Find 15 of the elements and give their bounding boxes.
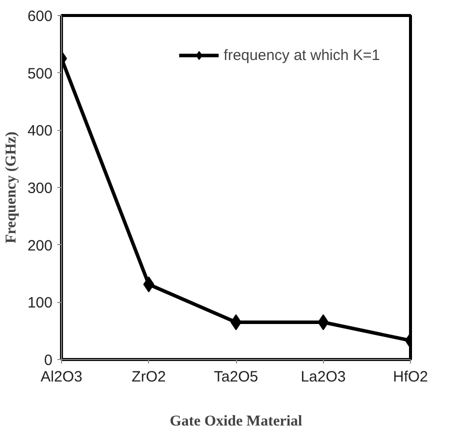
y-tick-label: 200 [27,237,53,254]
x-axis-title: Gate Oxide Material [170,414,302,430]
x-tick-label: HfO2 [392,368,428,386]
x-tick-label: ZrO2 [132,368,166,386]
y-tick-label: 500 [27,65,53,82]
x-tick-label: Ta2O5 [214,368,258,386]
y-tick-label: 0 [44,352,52,369]
y-tick-label: 400 [27,122,53,140]
y-tick-label: 100 [27,294,53,312]
y-tick-label: 600 [27,8,53,25]
y-tick-label: 300 [27,180,53,197]
x-tick-label: Al2O3 [40,368,82,386]
y-axis-title: Frequency (GHz) [3,132,20,244]
legend-label: frequency at which K=1 [224,46,380,64]
x-tick-label: La2O3 [300,368,346,386]
